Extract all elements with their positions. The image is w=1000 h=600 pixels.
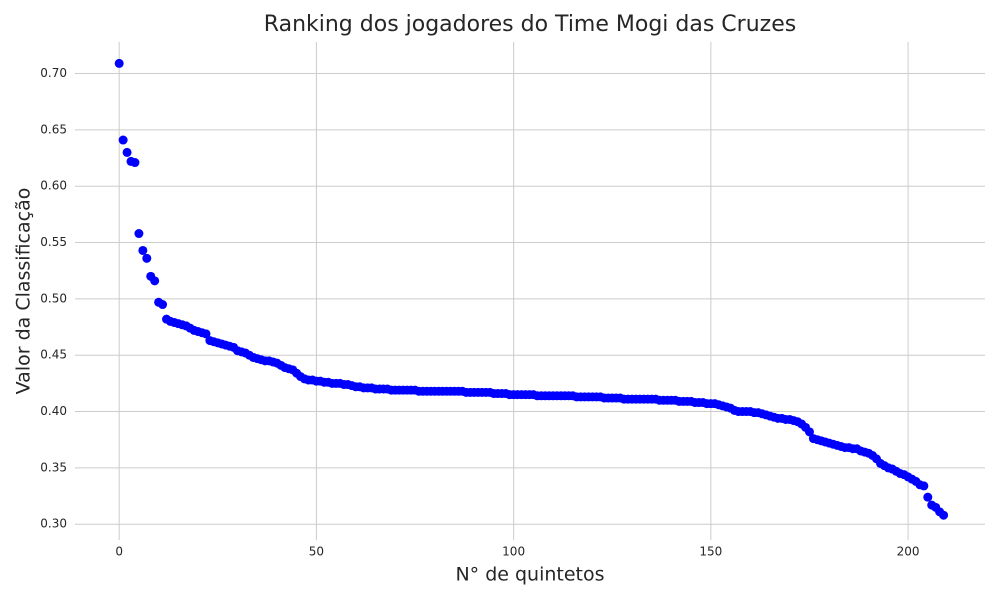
x-tick-label: 200 [897, 545, 920, 559]
y-tick-label: 0.55 [40, 235, 67, 249]
point [939, 510, 949, 520]
y-tick-label: 0.40 [40, 404, 67, 418]
point [114, 58, 124, 68]
point [919, 481, 929, 491]
y-tick-label: 0.35 [40, 460, 67, 474]
y-tick-label: 0.70 [40, 66, 67, 80]
point [158, 300, 168, 310]
point [201, 329, 211, 339]
chart-title: Ranking dos jogadores do Time Mogi das C… [264, 12, 796, 37]
point [923, 492, 933, 502]
point [130, 158, 140, 168]
point [804, 427, 814, 437]
point [134, 229, 144, 239]
x-tick-label: 50 [309, 545, 324, 559]
point [118, 135, 128, 145]
y-tick-label: 0.65 [40, 122, 67, 136]
y-tick-label: 0.60 [40, 179, 67, 193]
y-tick-label: 0.50 [40, 291, 67, 305]
point [138, 245, 148, 255]
y-axis-label: Valor da Classificação [13, 188, 35, 395]
x-tick-label: 100 [502, 545, 525, 559]
point [142, 253, 152, 263]
point [150, 276, 160, 286]
point [122, 147, 132, 157]
x-tick-label: 150 [699, 545, 722, 559]
y-tick-label: 0.30 [40, 517, 67, 531]
x-tick-label: 0 [115, 545, 123, 559]
y-tick-label: 0.45 [40, 348, 67, 362]
x-axis-label: N° de quintetos [455, 564, 604, 586]
